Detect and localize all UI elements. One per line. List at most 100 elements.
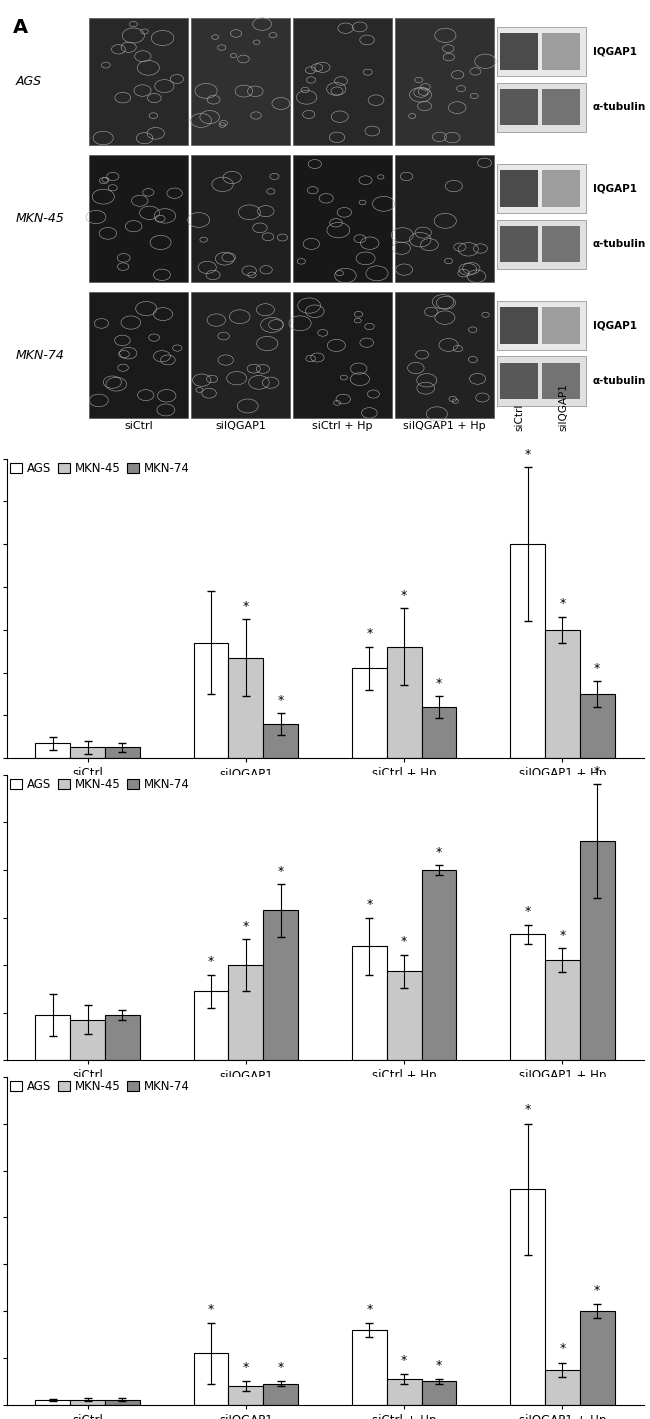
Text: IQGAP1: IQGAP1 (593, 183, 636, 193)
Text: siIQGAP1: siIQGAP1 (215, 421, 266, 431)
Bar (70, 1399, 105, 1405)
Text: MKN-74: MKN-74 (16, 349, 65, 362)
Text: *: * (278, 866, 284, 878)
Bar (229, 657, 263, 758)
Bar (500, 363, 538, 399)
Text: *: * (525, 447, 530, 461)
Bar (580, 841, 614, 1060)
Bar (352, 668, 387, 758)
Text: *: * (366, 1303, 372, 1315)
Text: siIQGAP1 + Hp: siIQGAP1 + Hp (403, 421, 486, 431)
Text: IQGAP1: IQGAP1 (593, 47, 636, 57)
Bar (510, 545, 545, 758)
Bar (387, 647, 421, 758)
Bar (89, 18, 188, 145)
Bar (89, 292, 188, 419)
Bar (194, 1354, 229, 1405)
Text: siCtrl: siCtrl (514, 404, 525, 431)
Bar (421, 1381, 456, 1405)
Bar (352, 946, 387, 1060)
Bar (500, 34, 538, 70)
Bar (352, 1330, 387, 1405)
Bar (497, 220, 586, 268)
Bar (497, 27, 586, 77)
Bar (194, 992, 229, 1060)
Bar (263, 724, 298, 758)
Text: *: * (594, 661, 600, 674)
Text: α-tubulin: α-tubulin (593, 102, 646, 112)
Bar (36, 1399, 70, 1405)
Bar (510, 934, 545, 1060)
Bar (541, 170, 580, 207)
Text: α-tubulin: α-tubulin (593, 240, 646, 250)
Bar (105, 748, 140, 758)
Text: *: * (594, 765, 600, 778)
Bar (191, 18, 290, 145)
Bar (194, 643, 229, 758)
Text: A: A (13, 18, 28, 37)
Text: siIQGAP1: siIQGAP1 (559, 383, 569, 431)
Text: MKN-45: MKN-45 (16, 211, 65, 226)
Text: *: * (594, 1284, 600, 1297)
Text: *: * (401, 935, 408, 948)
Text: *: * (401, 589, 408, 602)
Text: *: * (525, 1104, 530, 1117)
Bar (545, 961, 580, 1060)
Legend: AGS, MKN-45, MKN-74: AGS, MKN-45, MKN-74 (10, 779, 190, 792)
Text: *: * (559, 597, 566, 610)
Bar (510, 1189, 545, 1405)
Bar (263, 911, 298, 1060)
Bar (89, 155, 188, 281)
Text: *: * (559, 929, 566, 942)
Bar (500, 226, 538, 263)
Bar (191, 292, 290, 419)
Text: *: * (278, 694, 284, 707)
Text: IQGAP1: IQGAP1 (593, 321, 636, 331)
Text: *: * (242, 920, 249, 932)
Bar (105, 1399, 140, 1405)
Bar (395, 155, 494, 281)
Bar (36, 744, 70, 758)
Bar (395, 292, 494, 419)
Text: *: * (366, 898, 372, 911)
Text: siCtrl: siCtrl (124, 421, 153, 431)
Bar (541, 308, 580, 343)
Text: AGS: AGS (16, 75, 42, 88)
Bar (70, 748, 105, 758)
Legend: AGS, MKN-45, MKN-74: AGS, MKN-45, MKN-74 (10, 463, 190, 475)
Text: *: * (242, 1361, 249, 1374)
Text: *: * (436, 846, 442, 858)
Bar (541, 34, 580, 70)
Bar (421, 870, 456, 1060)
Bar (500, 89, 538, 125)
Text: siCtrl + Hp: siCtrl + Hp (312, 421, 372, 431)
Bar (497, 301, 586, 350)
Bar (229, 1386, 263, 1405)
Bar (497, 165, 586, 213)
Text: *: * (208, 955, 214, 968)
Bar (387, 1379, 421, 1405)
Bar (500, 308, 538, 343)
Bar (263, 1384, 298, 1405)
Bar (191, 155, 290, 281)
Bar (293, 155, 392, 281)
Bar (545, 630, 580, 758)
Bar (105, 1015, 140, 1060)
Bar (497, 356, 586, 406)
Bar (545, 1369, 580, 1405)
Bar (70, 1020, 105, 1060)
Text: *: * (208, 1303, 214, 1315)
Bar (541, 363, 580, 399)
Text: *: * (278, 1361, 284, 1374)
Bar (387, 971, 421, 1060)
Text: *: * (436, 1359, 442, 1372)
Bar (541, 89, 580, 125)
Text: *: * (242, 600, 249, 613)
Text: α-tubulin: α-tubulin (593, 376, 646, 386)
Bar (497, 82, 586, 132)
Bar (580, 694, 614, 758)
Bar (395, 18, 494, 145)
Bar (229, 965, 263, 1060)
Bar (500, 170, 538, 207)
Legend: AGS, MKN-45, MKN-74: AGS, MKN-45, MKN-74 (10, 1080, 190, 1094)
